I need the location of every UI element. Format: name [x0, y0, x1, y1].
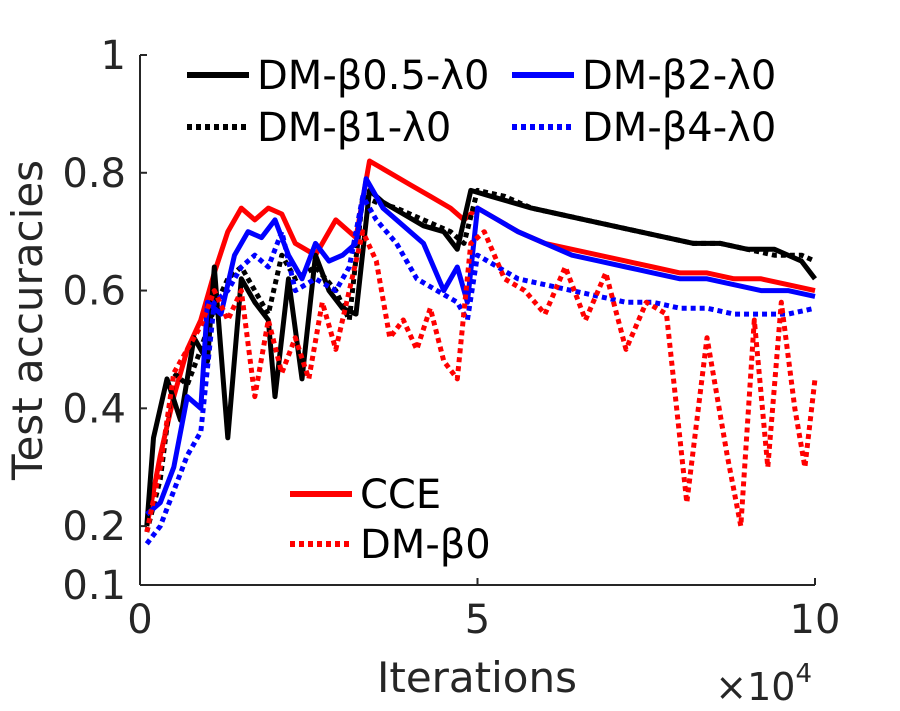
x-tick-label: 0: [127, 597, 152, 643]
y-tick-label: 0.6: [62, 269, 126, 315]
x-multiplier-exponent: 4: [795, 659, 812, 689]
y-tick-label: 0.1: [62, 563, 126, 609]
y-axis-title: Test accuracies: [3, 160, 52, 481]
y-tick-label: 0.2: [62, 504, 126, 550]
legend-label: DM-β1-λ0: [257, 105, 451, 151]
series-line-dm-4-0-dotted: [144, 193, 816, 546]
legend-label: DM-β0: [360, 522, 491, 568]
x-multiplier-base: ×10: [715, 665, 795, 709]
x-axis-title: Iterations: [377, 653, 577, 702]
x-tick-label: 10: [790, 597, 841, 643]
x-multiplier: ×104: [715, 659, 812, 709]
series-line-dm-0-dotted: [144, 229, 818, 533]
y-tick-label: 0.8: [62, 151, 126, 197]
y-tick-label: 1: [101, 33, 126, 79]
y-tick-label: 0.4: [62, 386, 126, 432]
series-line-cce: [144, 158, 816, 527]
series-line-dm-2-0: [145, 176, 816, 517]
legend-label: DM-β2-λ0: [582, 53, 776, 99]
legend-top: DM-β0.5-λ0 DM-β2-λ0 DM-β1-λ0 DM-β4-λ0: [187, 53, 776, 151]
legend-label: DM-β0.5-λ0: [257, 53, 489, 99]
legend-label: DM-β4-λ0: [582, 105, 776, 151]
series-line-dm-1-0-dotted: [144, 187, 817, 533]
ticks-layer: 0 5 10 0.1 0.2 0.4 0.6 0.8 1: [62, 33, 840, 643]
x-tick-label: 5: [465, 597, 490, 643]
legend-label: CCE: [360, 472, 441, 518]
series-layer: [144, 158, 818, 546]
